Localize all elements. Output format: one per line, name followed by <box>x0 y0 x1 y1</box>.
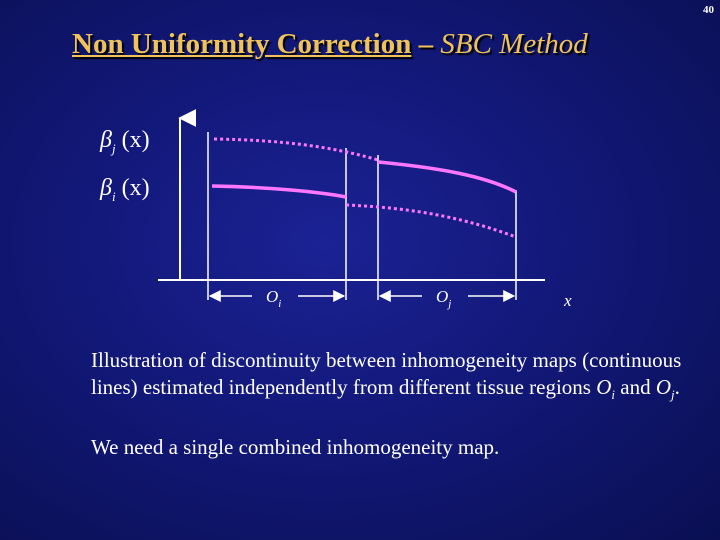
caption-paragraph-2: We need a single combined inhomogeneity … <box>91 435 500 460</box>
title-method: SBC Method <box>440 28 588 60</box>
title-main: Non Uniformity Correction <box>72 28 412 60</box>
beta-j-dotted-curve <box>213 137 379 162</box>
beta-j-label: βj (x) <box>99 127 150 156</box>
beta-i-solid-curve <box>211 184 347 199</box>
beta-i-label: βi (x) <box>99 175 150 204</box>
slide-title: Non Uniformity Correction – SBC Method <box>72 28 588 61</box>
beta-i-dotted-curve <box>345 203 517 239</box>
caption-paragraph-1: Illustration of discontinuity between in… <box>91 348 682 403</box>
caption: Illustration of discontinuity between in… <box>91 347 691 461</box>
beta-j-solid-curve <box>377 160 517 194</box>
title-dash: – <box>411 28 441 60</box>
region-oj-label: Oj <box>436 287 451 310</box>
slide-number: 40 <box>703 4 714 16</box>
region-oi-label: Oi <box>266 287 281 310</box>
x-axis-label: x <box>563 291 572 310</box>
